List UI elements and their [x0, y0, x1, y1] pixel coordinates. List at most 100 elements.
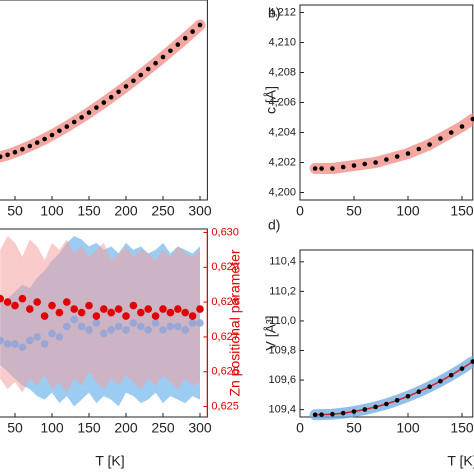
fit-line — [315, 360, 474, 416]
data-point — [470, 359, 474, 364]
data-point — [79, 115, 84, 120]
data-point — [12, 149, 18, 155]
data-point — [160, 54, 166, 60]
x-tick-label: 100 — [396, 420, 420, 436]
y-tick-label: 4,202 — [268, 156, 296, 168]
data-point — [459, 366, 465, 371]
data-point — [166, 322, 175, 331]
data-point — [3, 340, 12, 348]
y-tick-label: 4,208 — [268, 66, 296, 78]
x-tick-label: 50 — [346, 420, 362, 436]
data-point — [190, 29, 195, 34]
data-point — [0, 336, 4, 345]
data-point — [340, 410, 346, 416]
data-point — [77, 322, 86, 331]
data-point — [384, 157, 389, 162]
y-axis-label: Zn positional parameter — [227, 249, 243, 396]
data-point — [351, 409, 357, 414]
error-band — [0, 19, 206, 163]
x-tick-label: 200 — [114, 203, 138, 219]
data-point — [85, 301, 93, 310]
data-point — [100, 305, 108, 313]
data-point — [20, 146, 25, 152]
error-band — [0, 235, 201, 393]
data-point — [114, 322, 123, 331]
error-band — [309, 113, 474, 174]
data-point — [416, 389, 422, 395]
y-tick-label: 4,210 — [268, 36, 296, 48]
x-axis-label: T [K] — [447, 453, 474, 469]
x-tick-label: 250 — [151, 203, 175, 219]
data-point — [26, 336, 34, 345]
plot-frame — [0, 0, 208, 201]
y-tick-label: 4,204 — [268, 126, 296, 138]
data-point — [351, 163, 357, 168]
data-point — [108, 94, 114, 100]
plot-frame — [299, 249, 474, 418]
x-tick-label: 50 — [7, 203, 23, 219]
y-tick-label: 0,630 — [211, 226, 239, 238]
y-tick-label: 110,4 — [269, 256, 296, 268]
data-point — [159, 326, 167, 334]
data-point — [137, 322, 145, 331]
data-point — [384, 401, 389, 407]
x-tick-label: 150 — [77, 420, 101, 436]
x-tick-label: 100 — [396, 203, 420, 219]
data-point — [470, 116, 474, 122]
data-point — [114, 305, 123, 313]
data-point — [64, 124, 70, 129]
x-tick-label: 0 — [296, 203, 304, 219]
data-point — [362, 161, 368, 167]
data-point — [181, 326, 189, 334]
data-point — [129, 301, 138, 310]
y-tick-label: 4,206 — [268, 96, 296, 108]
y-tick-label: 0,626 — [211, 366, 239, 378]
x-tick-label: 50 — [7, 420, 23, 436]
y-axis-label: V [Å³] — [263, 315, 279, 350]
data-point — [94, 105, 99, 110]
data-point — [55, 333, 64, 341]
data-point — [438, 136, 443, 141]
data-point — [427, 384, 432, 390]
data-point — [312, 412, 318, 418]
y-tick-label: 4,200 — [268, 186, 296, 198]
data-point — [373, 404, 378, 410]
data-point — [27, 143, 33, 149]
y-tick-label: 4,212 — [268, 6, 296, 18]
data-point — [70, 315, 78, 324]
data-point — [168, 48, 173, 54]
data-point — [394, 154, 400, 159]
data-point — [405, 394, 411, 399]
data-point — [144, 305, 152, 313]
data-point — [319, 166, 324, 171]
x-tick-label: 200 — [114, 420, 138, 436]
data-point — [33, 333, 41, 341]
x-tick-label: 50 — [346, 203, 362, 219]
data-point — [405, 151, 411, 156]
data-point — [5, 152, 10, 158]
data-point — [151, 312, 160, 320]
data-point — [40, 312, 49, 320]
data-point — [57, 128, 62, 134]
data-point — [330, 411, 335, 417]
data-point — [340, 164, 346, 170]
data-point — [166, 308, 175, 317]
data-point — [107, 308, 115, 317]
data-point — [144, 326, 152, 334]
data-point — [70, 305, 78, 313]
data-point — [394, 398, 400, 403]
x-tick-label: 300 — [188, 420, 212, 436]
y-tick-label: 0,625 — [211, 400, 239, 412]
data-point — [123, 84, 129, 89]
data-point — [188, 312, 197, 320]
data-point — [18, 343, 27, 352]
x-tick-label: 0 — [296, 420, 304, 436]
data-point — [48, 329, 56, 338]
data-point — [138, 72, 144, 78]
data-point — [48, 301, 56, 310]
data-point — [175, 42, 181, 47]
y-axis-label: c [Å] — [263, 86, 279, 114]
panel-label: b) — [268, 5, 280, 21]
data-point — [33, 298, 41, 306]
